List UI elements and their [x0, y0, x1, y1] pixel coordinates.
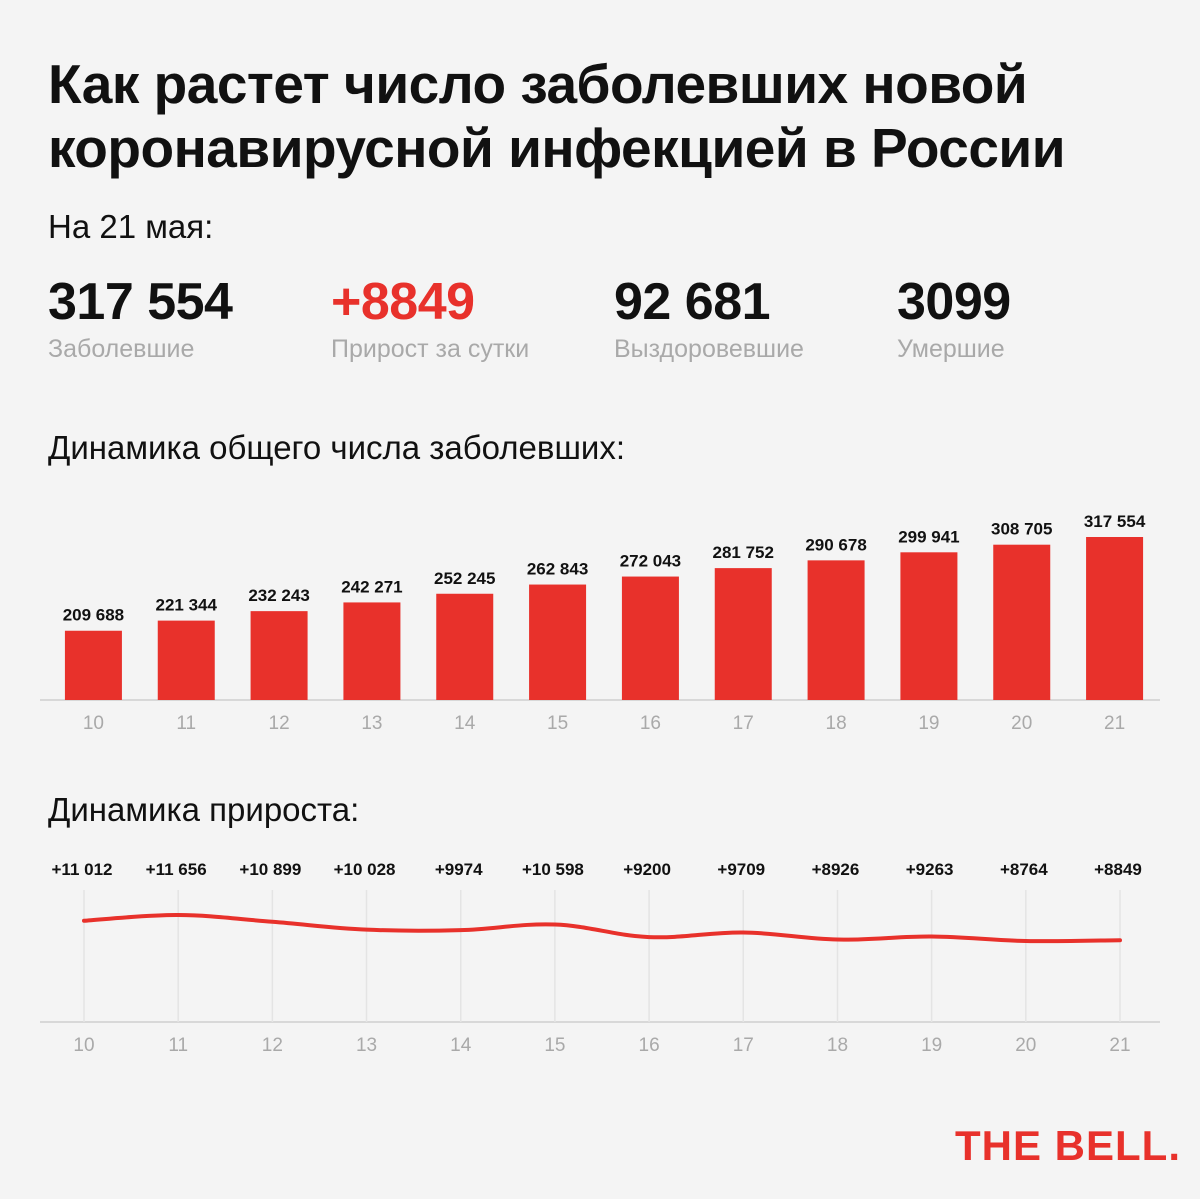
bar-value-label: 262 843	[527, 560, 588, 579]
stat-recovered: 92 681 Выздоровевшие	[614, 272, 804, 364]
bar	[250, 611, 308, 700]
point-value-label: +9263	[906, 860, 954, 879]
x-tick-label: 14	[450, 1035, 472, 1056]
stat-cases: 317 554 Заболевшие	[48, 272, 233, 364]
point-value-label: +11 656	[146, 860, 207, 879]
x-tick-label: 11	[176, 713, 196, 734]
x-tick-label: 19	[918, 713, 939, 734]
bar	[529, 584, 587, 700]
title-line-2: коронавирусной инфекцией в России	[48, 117, 1066, 179]
bar-value-label: 290 678	[805, 535, 866, 554]
bar	[343, 602, 401, 700]
bar-value-label: 221 344	[156, 596, 218, 615]
bar	[621, 576, 679, 700]
x-tick-label: 15	[544, 1035, 565, 1056]
brand-logo: THE BELL.	[955, 1122, 1181, 1169]
x-tick-label: 21	[1109, 1035, 1130, 1056]
series-line	[82, 912, 1122, 944]
date-label: На 21 мая:	[48, 208, 214, 245]
point-value-label: +10 598	[522, 860, 584, 879]
point-value-label: +9974	[435, 860, 483, 879]
x-tick-label: 18	[827, 1035, 848, 1056]
x-tick-label: 17	[733, 1035, 754, 1056]
x-tick-label: 15	[547, 713, 568, 734]
stat-daily-increase-label: Прирост за сутки	[331, 335, 530, 363]
point-value-label: +10 028	[334, 860, 396, 879]
x-tick-label: 10	[83, 713, 104, 734]
bar-value-label: 272 043	[620, 552, 681, 571]
x-tick-label: 11	[168, 1035, 188, 1056]
stat-daily-increase: +8849 Прирост за сутки	[331, 272, 529, 364]
x-tick-label: 18	[826, 713, 847, 734]
stat-recovered-value: 92 681	[614, 273, 771, 331]
stat-recovered-label: Выздоровевшие	[614, 335, 804, 363]
stat-deaths-label: Умершие	[897, 335, 1005, 363]
bar-value-label: 242 271	[341, 577, 402, 596]
x-tick-label: 13	[356, 1035, 377, 1056]
x-tick-label: 20	[1011, 713, 1032, 734]
bar-value-label: 281 752	[713, 543, 774, 562]
stat-deaths-value: 3099	[897, 273, 1011, 331]
x-tick-label: 16	[639, 1035, 660, 1056]
stat-daily-increase-value: +8849	[331, 273, 475, 331]
x-tick-label: 20	[1015, 1035, 1036, 1056]
point-value-label: +8926	[812, 860, 860, 879]
daily-increase-line-chart: +11 012 10 +11 656 11 +10 899 12 +10 028 13 +997…	[40, 860, 1160, 1056]
bar	[807, 560, 865, 700]
point-value-label: +11 012	[52, 860, 113, 879]
point-value-label: +8764	[1000, 860, 1048, 879]
title-line-1: Как растет число заболевших новой	[48, 53, 1028, 115]
point-value-label: +8849	[1094, 860, 1142, 879]
bar-value-label: 308 705	[991, 520, 1052, 539]
stat-deaths: 3099 Умершие	[897, 272, 1011, 364]
line-chart-title: Динамика прироста:	[48, 791, 360, 828]
bar	[900, 552, 958, 700]
total-cases-bar-chart: 209 688 10 221 344 11 232 243 12 242 271 13 252 …	[40, 512, 1160, 734]
x-tick-label: 10	[73, 1035, 94, 1056]
bar	[1086, 537, 1144, 700]
bar-value-label: 299 941	[898, 527, 959, 546]
bar	[64, 630, 122, 700]
x-tick-label: 17	[733, 713, 754, 734]
x-tick-label: 16	[640, 713, 661, 734]
stat-cases-label: Заболевшие	[48, 335, 195, 363]
bar	[436, 593, 494, 700]
bar-chart-title: Динамика общего числа заболевших:	[48, 429, 626, 466]
point-value-label: +9200	[623, 860, 671, 879]
point-value-label: +9709	[717, 860, 765, 879]
x-tick-label: 13	[361, 713, 382, 734]
x-tick-label: 12	[269, 713, 290, 734]
bar-value-label: 317 554	[1084, 512, 1146, 531]
stat-cases-value: 317 554	[48, 273, 233, 331]
x-tick-label: 12	[262, 1035, 283, 1056]
bar-value-label: 209 688	[63, 606, 124, 625]
point-value-label: +10 899	[239, 860, 301, 879]
x-tick-label: 14	[454, 713, 476, 734]
bar	[993, 544, 1051, 700]
page-title: Как растет число заболевших новой корона…	[48, 52, 1158, 180]
x-tick-label: 21	[1104, 713, 1125, 734]
x-tick-label: 19	[921, 1035, 942, 1056]
bar	[714, 568, 772, 700]
bar-value-label: 252 245	[434, 569, 495, 588]
bar-value-label: 232 243	[248, 586, 309, 605]
bar	[157, 620, 215, 700]
